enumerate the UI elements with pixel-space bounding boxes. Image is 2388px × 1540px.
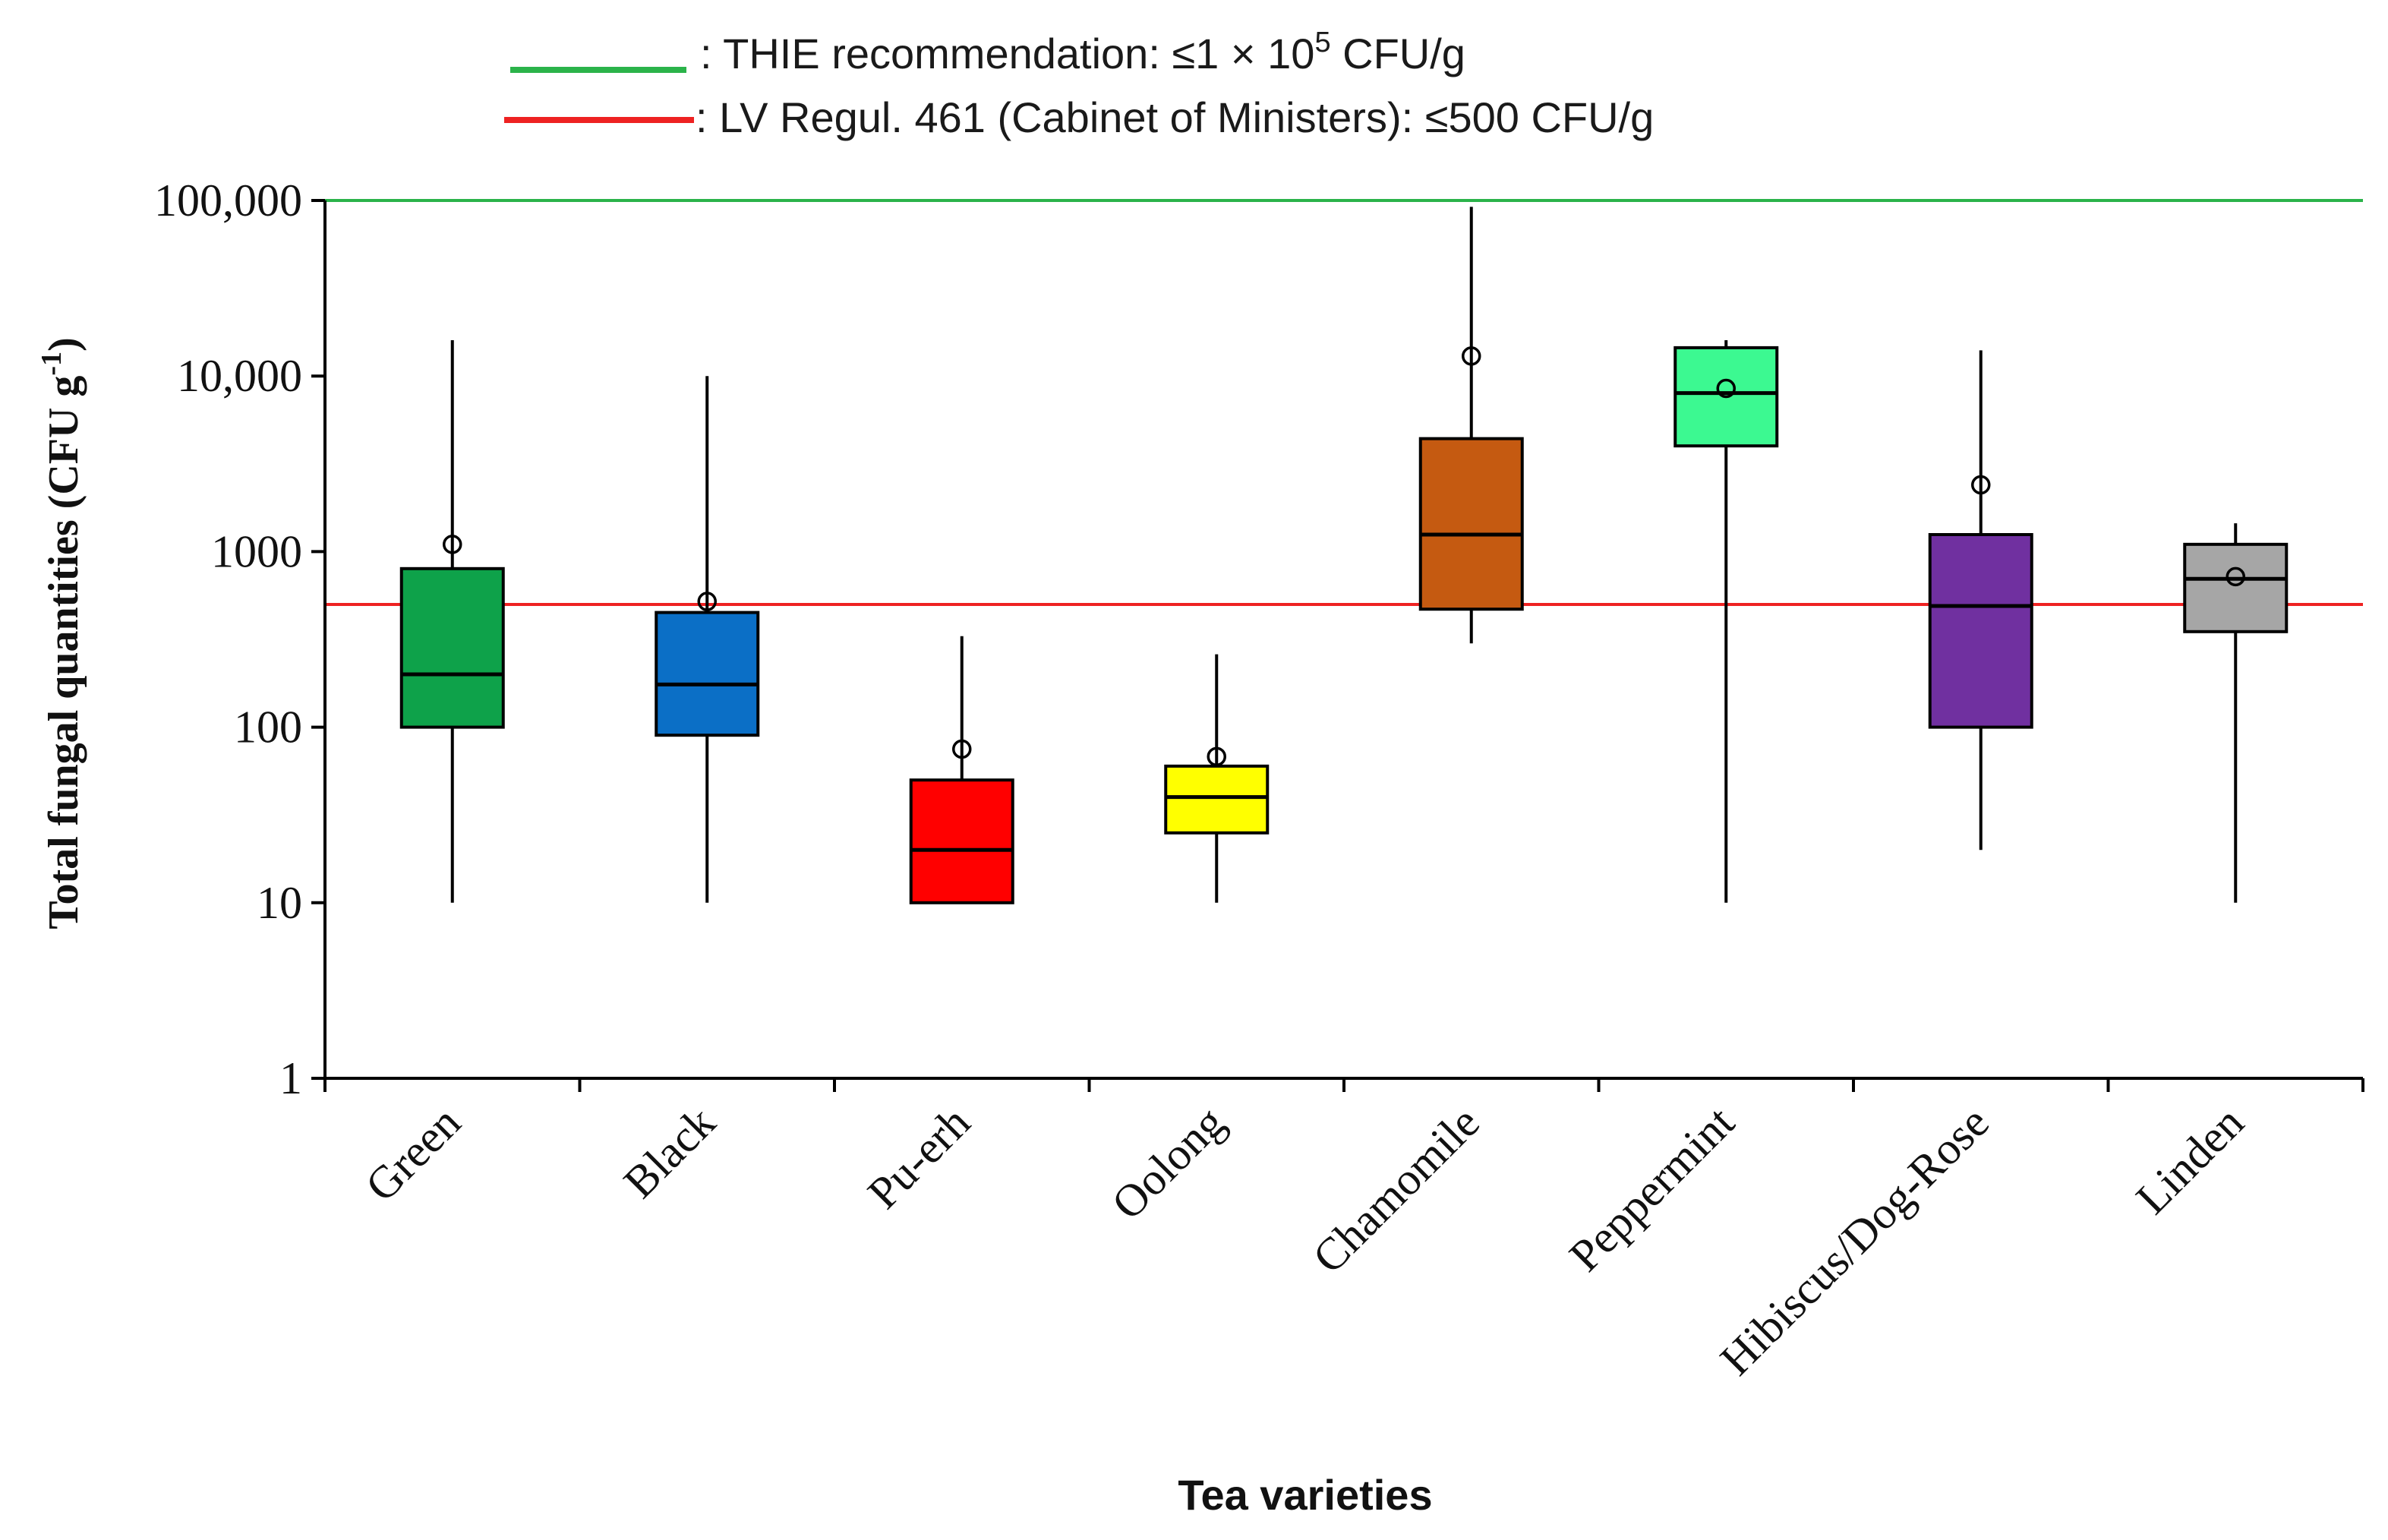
category-label-hibiscus-dog-rose: Hibiscus/Dog-Rose xyxy=(1711,1097,1998,1385)
y-tick-label-5: 100,000 xyxy=(154,175,302,226)
category-label-black: Black xyxy=(614,1097,725,1208)
y-tick-label-2: 100 xyxy=(234,702,302,753)
box-pu-erh xyxy=(909,778,1014,904)
box-linden xyxy=(2183,542,2289,633)
mean-marker-oolong xyxy=(1207,746,1226,767)
mean-marker-black xyxy=(697,592,717,611)
plot-area: 1 10 100 1000 10,000 100,000 Green Black Pu-erh O… xyxy=(154,175,2364,1385)
mean-marker-hibiscus-dog-rose xyxy=(1971,475,1991,495)
legend-label-thie: : THIE recommendation: ≤1 × 105 CFU/g xyxy=(700,27,1465,77)
box-black xyxy=(655,611,760,737)
y-tick-label-0: 1 xyxy=(279,1053,302,1103)
x-axis-label: Tea varieties xyxy=(1178,1471,1432,1519)
mean-marker-pu-erh xyxy=(952,739,972,759)
legend: : THIE recommendation: ≤1 × 105 CFU/g : … xyxy=(504,27,1654,141)
category-label-chamomile: Chamomile xyxy=(1303,1097,1489,1283)
box-green xyxy=(399,566,505,729)
mean-marker-green xyxy=(443,535,462,554)
mean-marker-chamomile xyxy=(1462,346,1481,366)
legend-label-lv-regul: : LV Regul. 461 (Cabinet of Ministers): … xyxy=(696,93,1654,141)
category-label-oolong: Oolong xyxy=(1102,1097,1234,1229)
category-label-linden: Linden xyxy=(2127,1097,2254,1224)
box-chamomile xyxy=(1418,437,1524,611)
category-label-green: Green xyxy=(356,1097,470,1211)
y-tick-label-1: 10 xyxy=(257,878,302,928)
mean-marker-linden xyxy=(2226,566,2245,587)
box-oolong xyxy=(1164,764,1270,835)
y-tick-label-4: 10,000 xyxy=(177,351,302,401)
category-label-pu-erh: Pu-erh xyxy=(858,1097,979,1219)
mean-marker-peppermint xyxy=(1716,378,1736,399)
y-axis-label: Total fungal quantities (CFU g-1) xyxy=(36,337,87,929)
category-label-peppermint: Peppermint xyxy=(1560,1097,1744,1281)
box-hibiscus-dog-rose xyxy=(1928,532,2033,729)
y-tick-label-3: 1000 xyxy=(211,526,302,576)
